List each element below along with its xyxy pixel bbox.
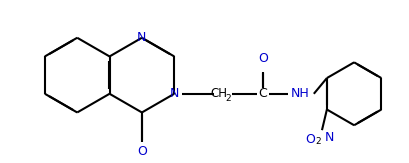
Text: CH: CH <box>210 87 227 100</box>
Text: C: C <box>258 87 267 100</box>
Text: NH: NH <box>291 87 310 100</box>
Text: N: N <box>170 87 179 100</box>
Text: N: N <box>137 31 146 44</box>
Text: O: O <box>137 145 147 158</box>
Text: 2: 2 <box>225 94 231 103</box>
Text: N: N <box>325 131 335 144</box>
Text: O: O <box>305 133 315 146</box>
Text: 2: 2 <box>315 137 321 146</box>
Text: O: O <box>258 52 267 65</box>
